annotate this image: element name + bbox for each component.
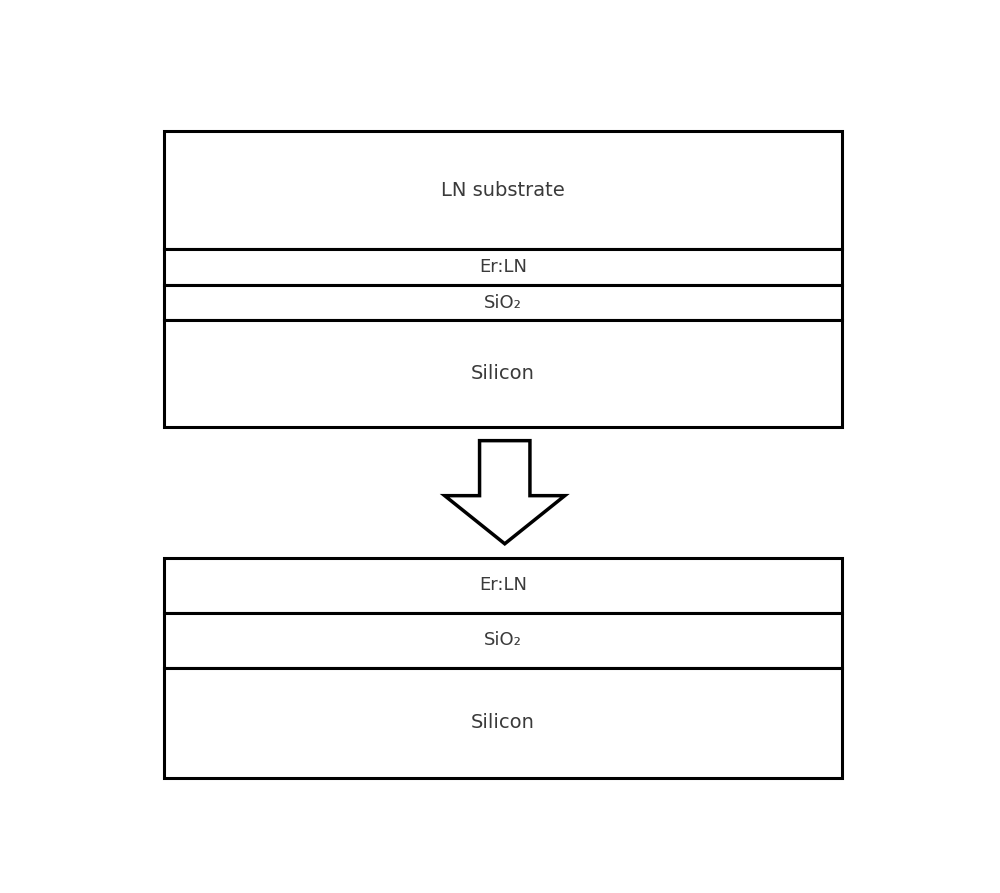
Text: SiO₂: SiO₂ — [484, 294, 522, 312]
Bar — [164, 321, 842, 427]
Bar — [164, 285, 842, 321]
Text: Er:LN: Er:LN — [479, 258, 527, 276]
Text: Silicon: Silicon — [471, 364, 535, 383]
Bar — [164, 131, 842, 249]
Text: SiO₂: SiO₂ — [484, 631, 522, 649]
Bar — [164, 668, 842, 778]
Text: LN substrate: LN substrate — [441, 181, 565, 200]
Text: Silicon: Silicon — [471, 714, 535, 732]
Text: Er:LN: Er:LN — [479, 576, 527, 594]
Bar — [164, 557, 842, 613]
Bar — [164, 613, 842, 668]
Bar — [164, 249, 842, 285]
Polygon shape — [445, 440, 565, 544]
